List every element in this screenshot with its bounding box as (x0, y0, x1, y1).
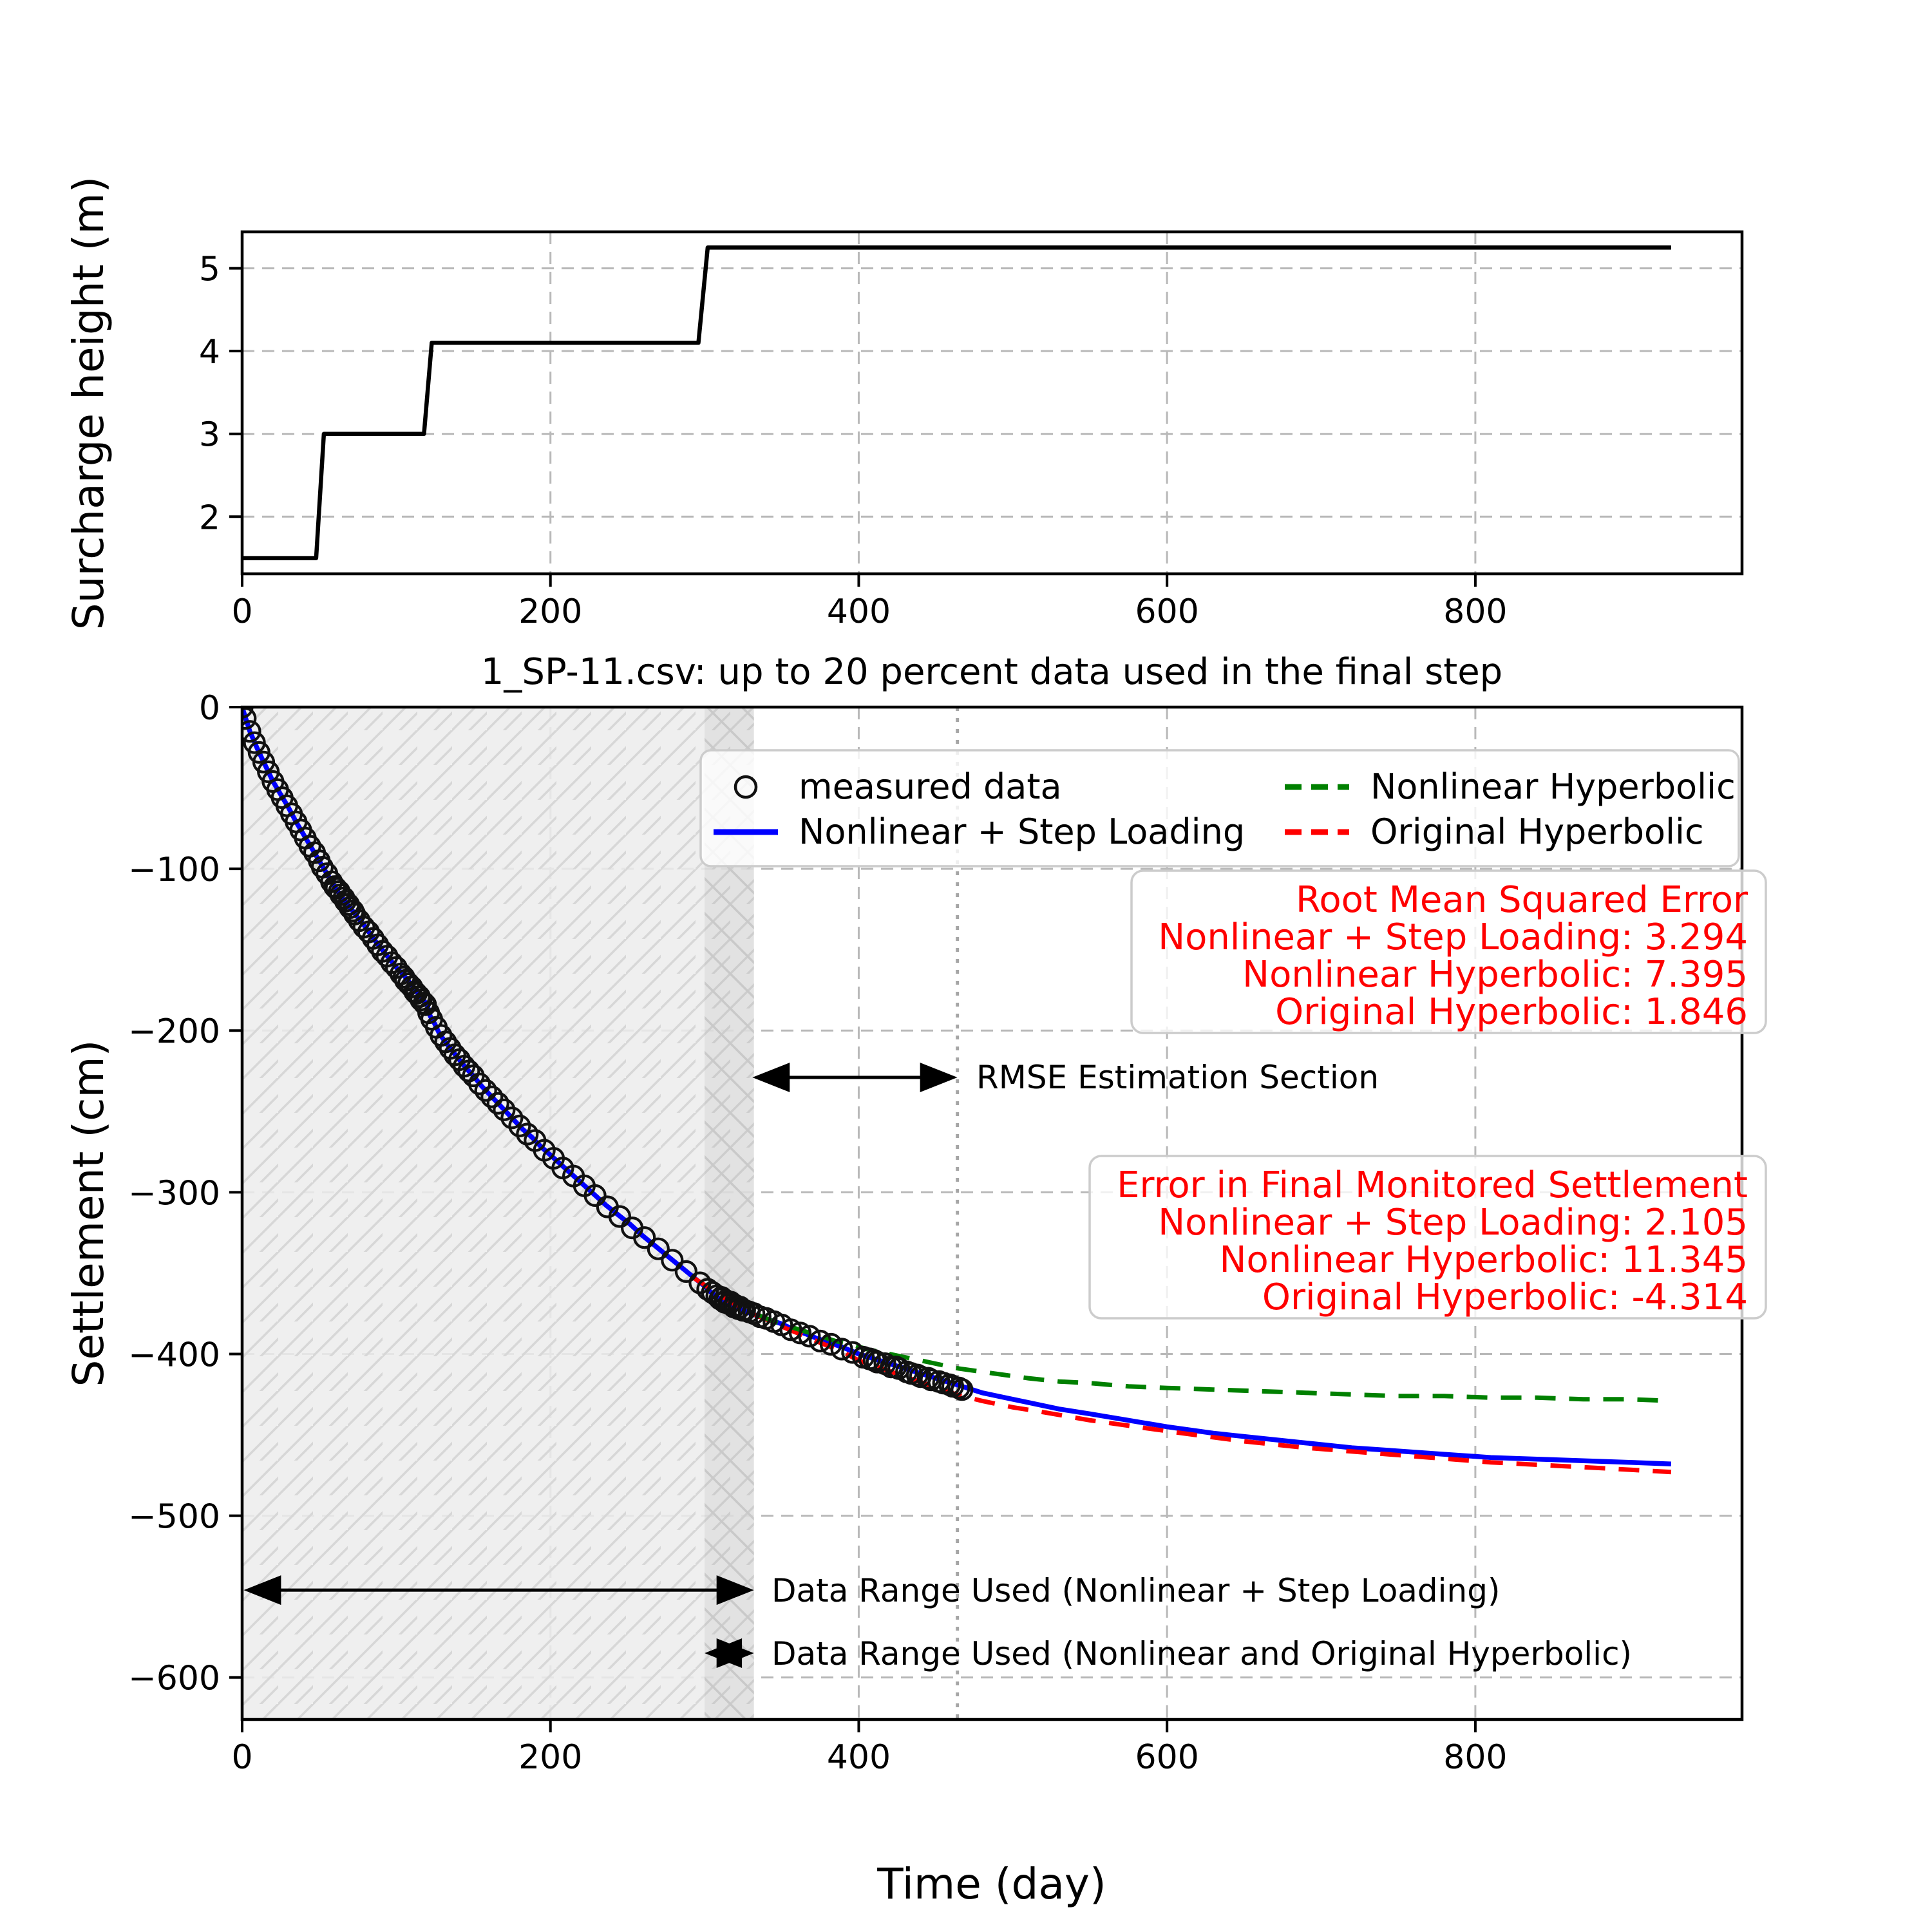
final-error-box: Error in Final Monitored Settlement Nonl… (1088, 1155, 1767, 1320)
legend-label-measured-data: measured data (799, 766, 1062, 807)
span-hatch-hyperbolic (705, 707, 754, 1719)
svg-text:−600: −600 (128, 1660, 220, 1698)
surcharge-plot: 0 200 400 600 800 2 3 4 5 (199, 230, 1744, 631)
svg-text:−100: −100 (128, 851, 220, 889)
error-step-loading-value: Nonlinear + Step Loading: 2.105 (1158, 1202, 1748, 1244)
data-range-hyperbolic-label: Data Range Used (Nonlinear and Original … (772, 1635, 1632, 1672)
svg-text:5: 5 (199, 251, 220, 289)
svg-text:0: 0 (231, 1738, 252, 1777)
svg-text:−500: −500 (128, 1498, 220, 1537)
data-range-hyperbolic-arrow (705, 1638, 754, 1669)
rmse-section-label: RMSE Estimation Section (976, 1059, 1379, 1096)
legend-box (699, 749, 1740, 867)
surcharge-step-line (242, 245, 1671, 560)
svg-text:0: 0 (199, 689, 220, 728)
svg-text:400: 400 (827, 1738, 891, 1777)
svg-text:600: 600 (1135, 1738, 1199, 1777)
svg-text:200: 200 (518, 592, 582, 631)
svg-text:800: 800 (1443, 592, 1507, 631)
svg-text:−300: −300 (128, 1174, 220, 1213)
bottom-plot-title: 1_SP-11.csv: up to 20 percent data used … (481, 651, 1502, 693)
error-box-title: Error in Final Monitored Settlement (1117, 1164, 1748, 1206)
svg-text:800: 800 (1443, 1738, 1507, 1777)
top-y-axis-label: Surcharge height (m) (64, 176, 113, 630)
final-error-box-frame (1088, 1155, 1767, 1320)
nonlinear-hyperbolic-line (757, 1312, 1672, 1403)
svg-text:4: 4 (199, 333, 220, 372)
svg-text:−400: −400 (128, 1336, 220, 1374)
legend-label-nonlinear-hyperbolic: Nonlinear Hyperbolic (1370, 766, 1736, 807)
rmse-stats-box: Root Mean Squared Error Nonlinear + Step… (1130, 869, 1767, 1034)
rmse-section-arrow (752, 1063, 958, 1093)
measured-data-series (242, 707, 974, 1401)
svg-text:200: 200 (518, 1738, 582, 1777)
settlement-curves (242, 707, 1672, 1475)
bottom-y-axis-label: Settlement (cm) (64, 1040, 113, 1387)
rmse-step-loading-value: Nonlinear + Step Loading: 3.294 (1158, 916, 1748, 958)
legend-marker-measured-data (734, 775, 758, 799)
legend-label-original-hyperbolic: Original Hyperbolic (1370, 811, 1704, 852)
legend: measured data Nonlinear + Step Loading N… (699, 749, 1740, 867)
svg-text:3: 3 (199, 416, 220, 455)
rmse-stats-box-frame (1130, 869, 1767, 1034)
svg-text:2: 2 (199, 498, 220, 537)
error-nonlinear-hyperbolic-value: Nonlinear Hyperbolic: 11.345 (1220, 1239, 1748, 1281)
legend-label-step-loading: Nonlinear + Step Loading (799, 811, 1245, 852)
bottom-x-axis-label: Time (day) (876, 1859, 1106, 1909)
data-range-step-loading-arrow (243, 1575, 754, 1605)
surcharge-axes-frame (240, 230, 1744, 576)
settlement-plot: 0 200 400 600 800 0 −100 −200 −300 −400 −500 −600 (128, 689, 1744, 1777)
rmse-original-hyperbolic-value: Original Hyperbolic: 1.846 (1275, 991, 1748, 1033)
svg-text:0: 0 (231, 592, 252, 631)
data-range-step-loading-label: Data Range Used (Nonlinear + Step Loadin… (772, 1572, 1501, 1609)
chart-render-layer: 0 200 400 600 800 2 3 4 5 0 200 400 600 800 0 −100 −200 −… (128, 230, 1744, 1777)
rmse-box-title: Root Mean Squared Error (1296, 879, 1748, 921)
rmse-nonlinear-hyperbolic-value: Nonlinear Hyperbolic: 7.395 (1242, 954, 1748, 996)
svg-text:−200: −200 (128, 1012, 220, 1051)
svg-text:400: 400 (827, 592, 891, 631)
svg-text:600: 600 (1135, 592, 1199, 631)
error-original-hyperbolic-value: Original Hyperbolic: -4.314 (1262, 1276, 1748, 1318)
